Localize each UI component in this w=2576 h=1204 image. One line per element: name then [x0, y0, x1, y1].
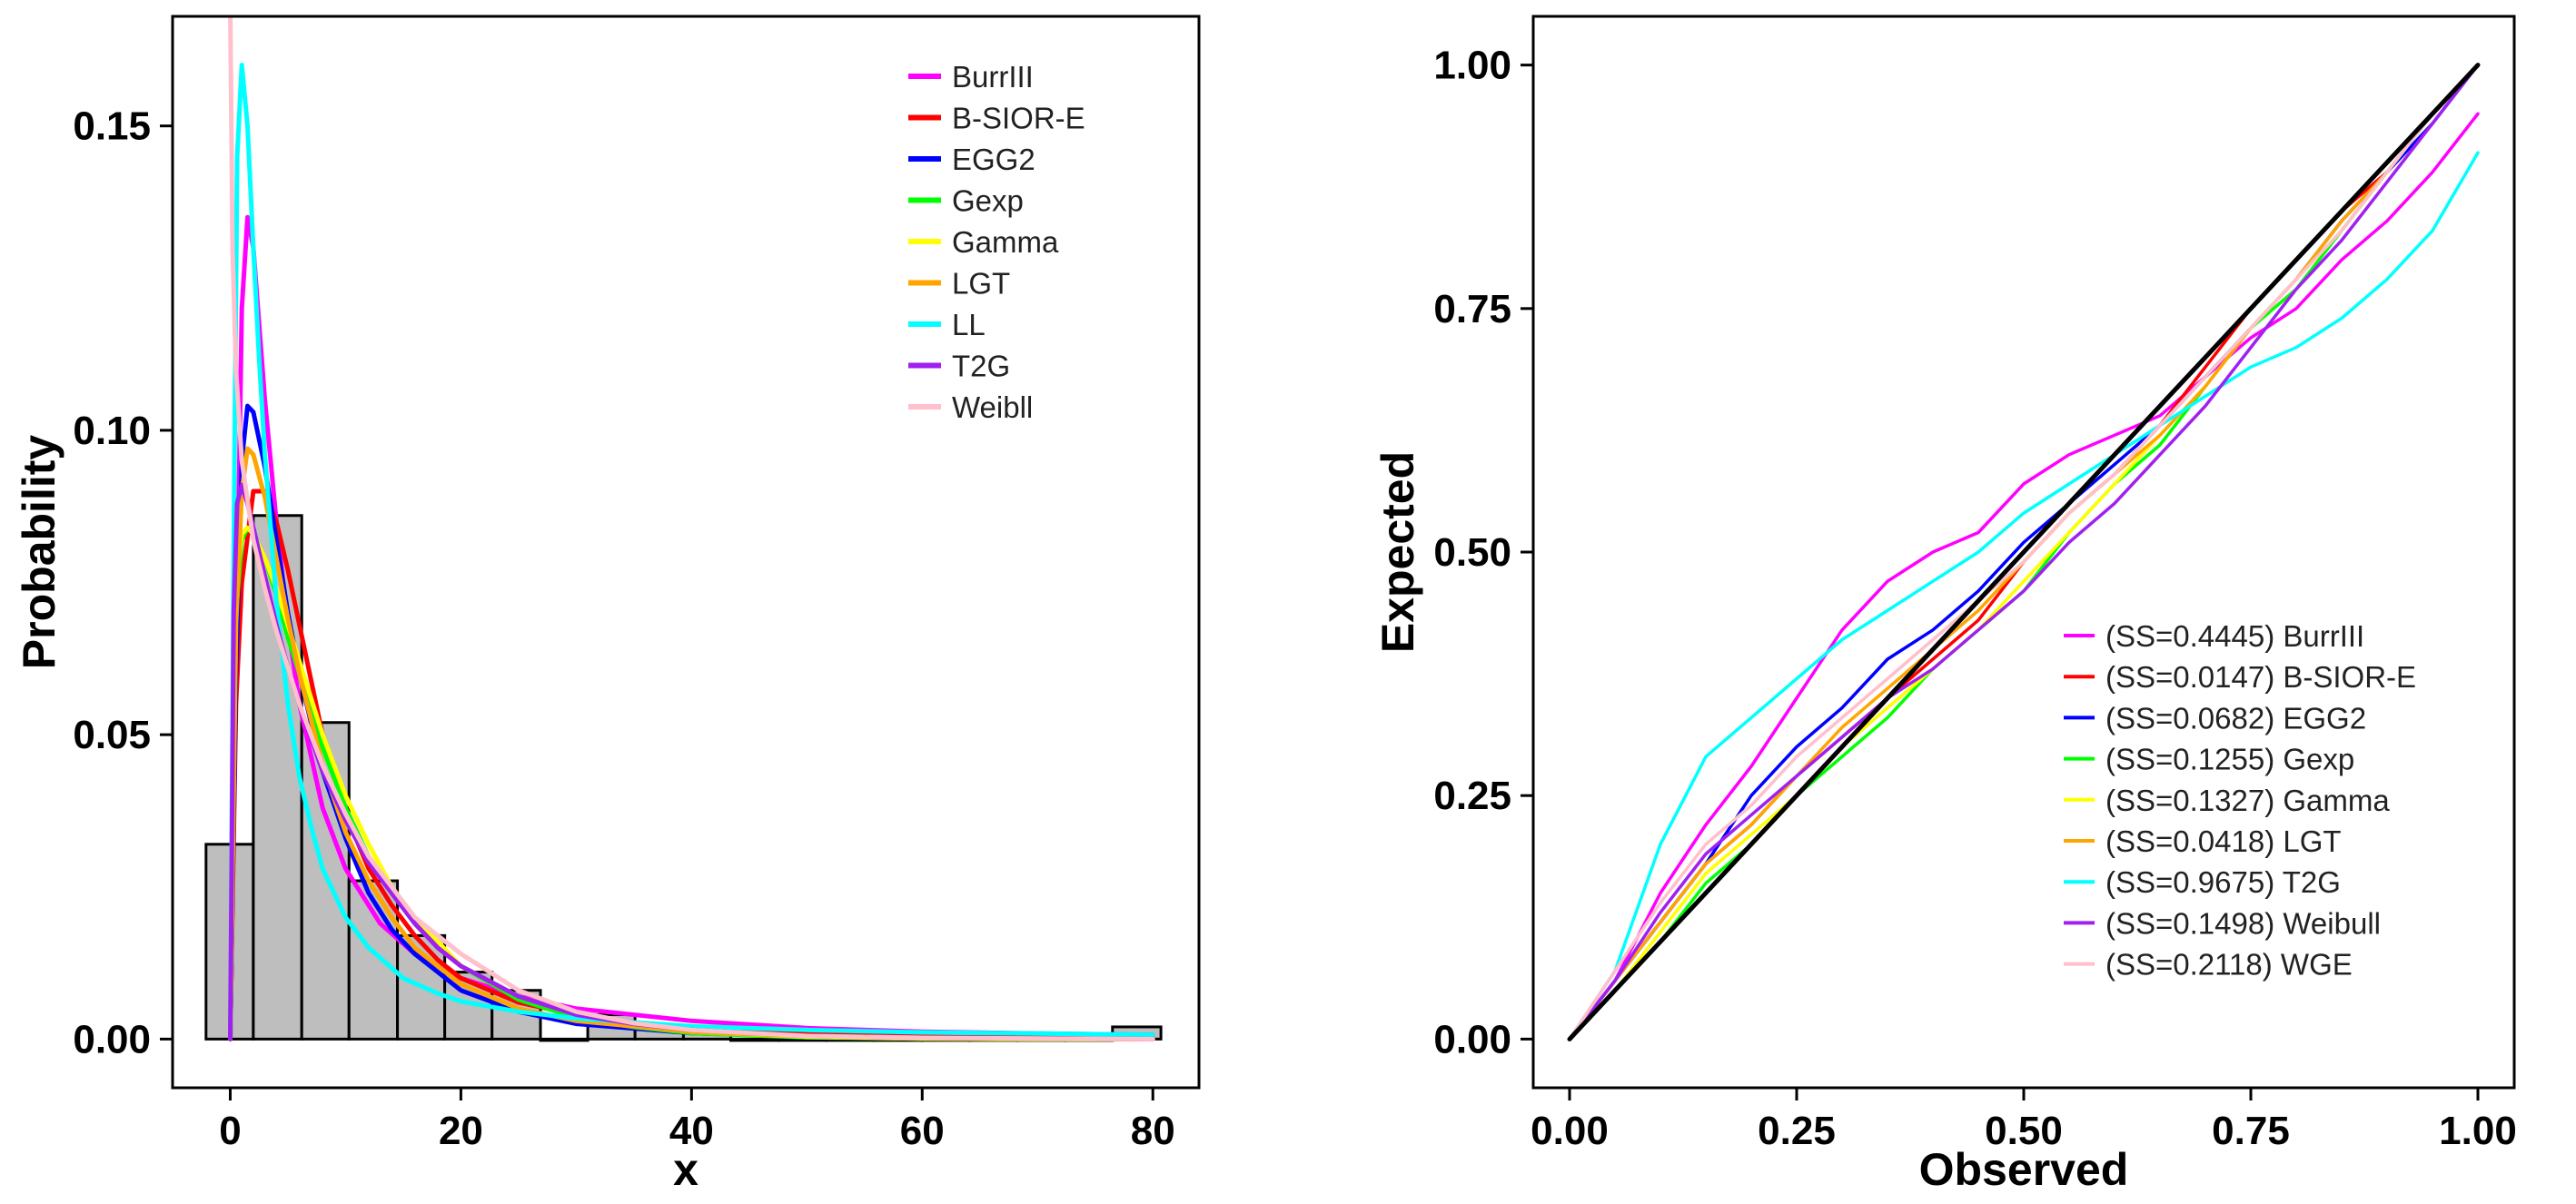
x-tick-label-2: 20	[439, 1109, 483, 1153]
legend-label-9: Weibll	[952, 390, 1033, 424]
x-tick-label-3: 0.50	[1985, 1109, 2063, 1153]
legend-label-1: BurrIII	[952, 60, 1034, 94]
x-tick-label-5: 1.00	[2439, 1109, 2517, 1153]
x-tick-label-1: 0	[219, 1109, 241, 1153]
legend-label-2: B-SIOR-E	[952, 102, 1085, 135]
x-tick-label-1: 0.00	[1531, 1109, 1609, 1153]
legend: BurrIII B-SIOR-E EGG2 Gexp Gamma LGT LL T2G Weib…	[908, 60, 1085, 424]
legend-label-9: (SS=0.2118) WGE	[2105, 948, 2353, 982]
y-tick-label-1: 0.00	[73, 1017, 151, 1061]
legend-label-6: (SS=0.0418) LGT	[2105, 824, 2342, 858]
chart-panel-2: 0.00 0.25 0.50 0.75 1.00 0.00 0.25 0.50 0.75 1.00…	[1372, 15, 2517, 1195]
legend-label-1: (SS=0.4445) BurrIII	[2105, 619, 2364, 653]
y-tick-label-2: 0.25	[1433, 774, 1511, 818]
plot-area	[1567, 63, 2481, 1041]
y-tick-label-2: 0.05	[73, 713, 151, 757]
y-tick-label-1: 0.00	[1433, 1017, 1511, 1061]
series-line-8	[1568, 63, 2480, 1041]
plot-area	[204, 16, 1163, 1042]
chart-panel-1: 0 20 40 60 80 0.00 0.05 0.10 0.15 x Probability Bur…	[14, 15, 1201, 1195]
legend-label-4: (SS=0.1255) Gexp	[2105, 743, 2354, 776]
x-tick-label-2: 0.25	[1758, 1109, 1836, 1153]
legend-label-7: LL	[952, 308, 986, 341]
series-line-7	[228, 63, 1155, 1041]
legend-label-5: (SS=0.1327) Gamma	[2105, 784, 2390, 817]
legend-label-6: LGT	[952, 267, 1010, 301]
x-tick-label-4: 60	[900, 1109, 945, 1153]
x-axis-title: Observed	[1919, 1144, 2129, 1195]
identity-reference-line	[1567, 63, 2481, 1041]
series-line-9	[1568, 63, 2480, 1041]
y-tick-label-4: 0.75	[1433, 287, 1511, 331]
histogram-bar-8	[539, 1037, 590, 1042]
legend-label-3: (SS=0.0682) EGG2	[2105, 701, 2366, 735]
legend-label-8: (SS=0.1498) Weibull	[2105, 906, 2381, 940]
histogram-bar-12	[729, 1037, 781, 1042]
legend-label-7: (SS=0.9675) T2G	[2105, 865, 2341, 899]
legend-label-5: Gamma	[952, 225, 1059, 259]
x-tick-label-3: 40	[669, 1109, 714, 1153]
legend-label-3: EGG2	[952, 143, 1035, 176]
y-tick-label-3: 0.10	[73, 409, 151, 453]
y-tick-label-4: 0.15	[73, 104, 151, 149]
legend-label-2: (SS=0.0147) B-SIOR-E	[2105, 660, 2416, 694]
x-tick-label-5: 80	[1131, 1109, 1175, 1153]
legend: (SS=0.4445) BurrIII (SS=0.0147) B-SIOR-E (…	[2064, 619, 2416, 982]
series-line-1	[1568, 112, 2480, 1041]
series-line-7	[1568, 151, 2480, 1041]
legend-label-4: Gexp	[952, 184, 1024, 218]
series-line-9	[228, 16, 1155, 1041]
y-axis-title: Expected	[1372, 451, 1423, 653]
y-tick-label-3: 0.50	[1433, 530, 1511, 575]
series-line-1	[228, 214, 1155, 1041]
y-axis-title: Probability	[14, 435, 64, 670]
x-axis-title: x	[673, 1144, 698, 1195]
legend-label-8: T2G	[952, 350, 1010, 383]
y-tick-label-5: 1.00	[1433, 44, 1511, 88]
plot-frame	[171, 15, 1201, 1090]
x-tick-label-4: 0.75	[2212, 1109, 2290, 1153]
